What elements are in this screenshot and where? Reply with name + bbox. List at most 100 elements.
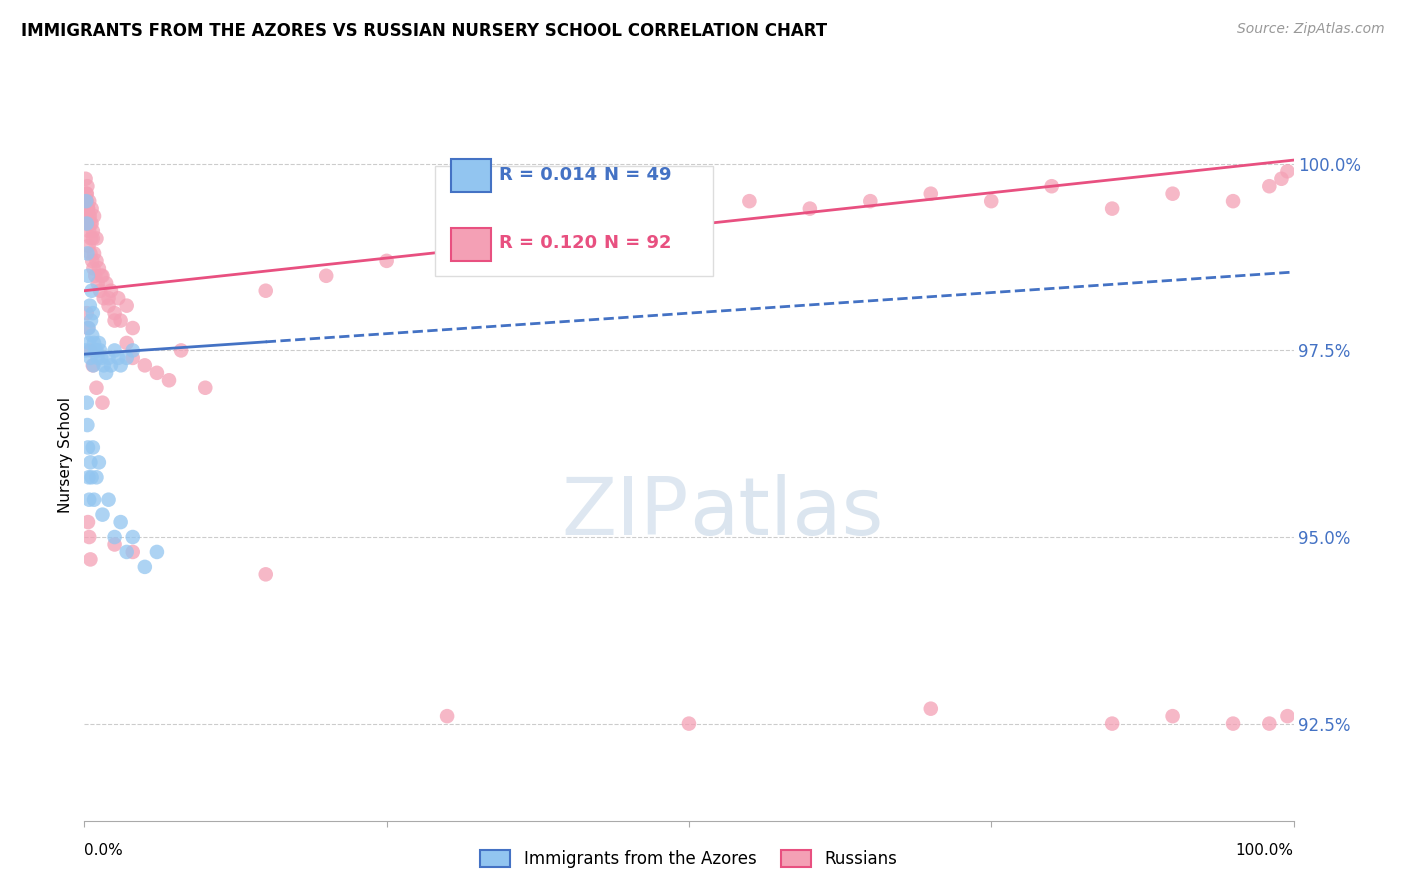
Point xyxy=(76,418,98,433)
Point xyxy=(75,343,97,358)
Point xyxy=(82,328,104,343)
Point xyxy=(104,343,127,358)
Point xyxy=(77,335,100,350)
Point xyxy=(82,441,104,455)
FancyBboxPatch shape xyxy=(451,159,491,192)
Point xyxy=(80,470,103,484)
Point xyxy=(104,530,127,544)
Point xyxy=(90,351,112,365)
Point xyxy=(75,171,97,186)
Point xyxy=(1040,179,1063,194)
Point xyxy=(121,351,143,365)
Point xyxy=(87,455,110,469)
Point xyxy=(79,455,101,469)
Point xyxy=(110,313,132,327)
Point xyxy=(79,209,101,223)
Point xyxy=(678,186,700,201)
Point xyxy=(76,217,98,231)
Point xyxy=(82,359,104,373)
Point xyxy=(79,299,101,313)
Point xyxy=(90,268,112,283)
Point xyxy=(115,351,138,365)
Point xyxy=(76,306,98,320)
Point xyxy=(83,209,105,223)
Point xyxy=(83,246,105,260)
Point xyxy=(97,492,120,507)
Point xyxy=(496,224,519,238)
Point xyxy=(75,209,97,223)
Point xyxy=(77,224,100,238)
Point xyxy=(77,239,100,253)
Text: atlas: atlas xyxy=(689,475,883,552)
Point xyxy=(80,313,103,327)
Point xyxy=(859,194,882,209)
Point xyxy=(115,335,138,350)
Point xyxy=(83,492,105,507)
Point xyxy=(100,359,122,373)
Point xyxy=(76,179,98,194)
Point xyxy=(82,261,104,276)
Point xyxy=(1277,164,1299,178)
Point xyxy=(1101,202,1123,216)
Point xyxy=(97,299,120,313)
Point xyxy=(104,313,127,327)
Point xyxy=(86,351,108,365)
Point xyxy=(91,508,114,522)
Point xyxy=(77,515,100,529)
Point xyxy=(83,335,105,350)
Text: N = 92: N = 92 xyxy=(605,234,672,252)
Point xyxy=(76,194,98,209)
Point xyxy=(79,552,101,566)
Point xyxy=(121,530,143,544)
Point xyxy=(738,194,761,209)
Point xyxy=(79,351,101,365)
Point xyxy=(82,224,104,238)
Point xyxy=(77,202,100,216)
Point xyxy=(84,268,107,283)
Point xyxy=(76,186,98,201)
Point xyxy=(115,545,138,559)
FancyBboxPatch shape xyxy=(451,228,491,261)
Point xyxy=(86,470,108,484)
Text: ZIP: ZIP xyxy=(561,475,689,552)
Text: N = 49: N = 49 xyxy=(605,166,672,184)
Point xyxy=(77,470,100,484)
Point xyxy=(436,709,458,723)
Point xyxy=(82,359,104,373)
Point xyxy=(89,284,111,298)
Point xyxy=(1161,709,1184,723)
Point xyxy=(80,284,103,298)
Point xyxy=(436,239,458,253)
Point xyxy=(121,343,143,358)
Point xyxy=(75,194,97,209)
Point xyxy=(121,321,143,335)
Point xyxy=(91,268,114,283)
Point xyxy=(93,359,115,373)
Point xyxy=(86,277,108,291)
Point xyxy=(76,395,98,409)
Point xyxy=(86,343,108,358)
Point xyxy=(146,366,169,380)
Point xyxy=(77,441,100,455)
Text: 0.0%: 0.0% xyxy=(84,843,124,858)
Point xyxy=(82,231,104,245)
Point xyxy=(110,515,132,529)
Point xyxy=(77,268,100,283)
Point xyxy=(107,291,129,305)
Point xyxy=(80,231,103,245)
Point xyxy=(77,209,100,223)
Text: IMMIGRANTS FROM THE AZORES VS RUSSIAN NURSERY SCHOOL CORRELATION CHART: IMMIGRANTS FROM THE AZORES VS RUSSIAN NU… xyxy=(21,22,827,40)
Point xyxy=(77,530,100,544)
Point xyxy=(104,306,127,320)
Point xyxy=(86,231,108,245)
Point xyxy=(87,261,110,276)
Point xyxy=(157,373,180,387)
Point xyxy=(97,291,120,305)
Point xyxy=(87,335,110,350)
Point xyxy=(799,202,821,216)
Point xyxy=(170,343,193,358)
Point xyxy=(76,246,98,260)
Point xyxy=(115,299,138,313)
Point xyxy=(77,321,100,335)
Point xyxy=(1222,194,1244,209)
